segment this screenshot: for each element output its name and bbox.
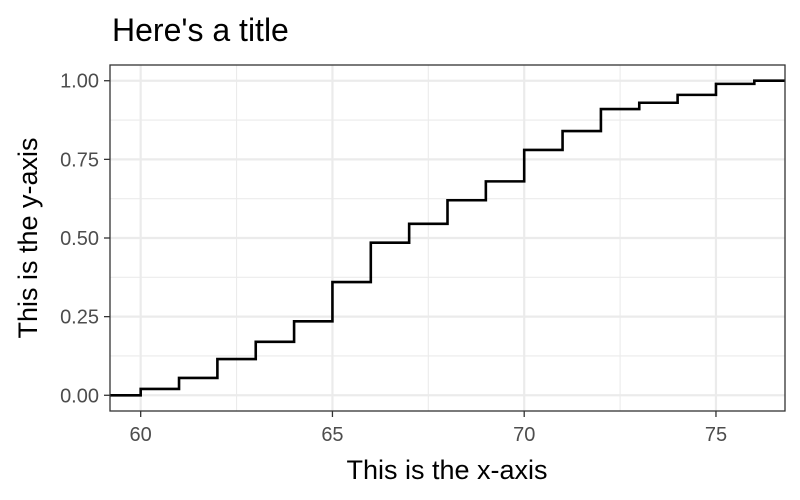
minor-grid-y: [110, 119, 785, 357]
x-tick-label-0: 60: [130, 424, 152, 446]
x-tick-label-3: 75: [705, 424, 727, 446]
y-tick-label-0: 0.00: [60, 385, 99, 407]
x-axis-title: This is the x-axis: [346, 455, 547, 485]
y-tick-label-4: 1.00: [60, 71, 99, 93]
chart-title: Here's a title: [112, 12, 289, 48]
ecdf-series-line: [110, 79, 785, 397]
y-tick-label-2: 0.50: [60, 228, 99, 250]
x-tick-label-1: 65: [321, 424, 343, 446]
major-grid-y: [110, 79, 785, 397]
x-axis-ticks: 60 65 70 75: [130, 411, 727, 446]
y-axis-ticks: 0.00 0.25 0.50 0.75 1.00: [60, 71, 110, 407]
y-tick-label-3: 0.75: [60, 149, 99, 171]
x-tick-label-2: 70: [513, 424, 535, 446]
y-axis-title: This is the y-axis: [13, 137, 43, 338]
y-tick-label-1: 0.25: [60, 307, 99, 329]
